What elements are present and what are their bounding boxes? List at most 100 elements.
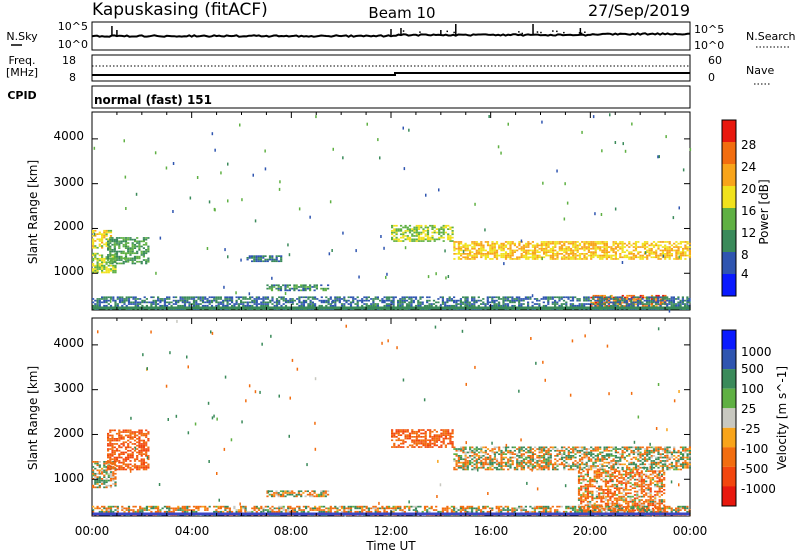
echo-cell bbox=[469, 451, 472, 454]
echo-cell bbox=[226, 303, 229, 305]
echo-cell bbox=[120, 252, 123, 255]
echo-cell bbox=[251, 257, 254, 259]
echo-cell bbox=[681, 298, 684, 300]
echo-cell bbox=[424, 434, 427, 436]
echo-cell bbox=[538, 460, 541, 462]
echo-cell bbox=[495, 241, 499, 243]
echo-cell bbox=[583, 244, 586, 247]
echo-cell bbox=[96, 269, 99, 272]
echo-cell bbox=[473, 453, 476, 455]
echo-cell bbox=[109, 255, 112, 258]
echo-cell bbox=[536, 256, 539, 259]
echo-cell bbox=[322, 289, 325, 292]
echo-cell bbox=[536, 299, 539, 302]
echo-cell bbox=[114, 483, 117, 485]
echo-cell bbox=[365, 299, 368, 302]
echo-cell bbox=[578, 468, 582, 471]
echo-cell bbox=[277, 286, 280, 288]
echo-cell bbox=[610, 254, 613, 257]
echo-cell bbox=[608, 463, 611, 466]
echo-cell bbox=[619, 247, 622, 250]
echo-speck bbox=[503, 262, 505, 266]
echo-cell bbox=[540, 249, 543, 252]
echo-cell bbox=[107, 448, 110, 450]
echo-cell bbox=[464, 453, 467, 455]
echo-cell bbox=[529, 458, 532, 461]
echo-cell bbox=[288, 490, 291, 493]
echo-cell bbox=[147, 449, 150, 452]
echo-cell bbox=[462, 244, 465, 247]
echo-cell bbox=[525, 451, 528, 454]
echo-cell bbox=[569, 455, 573, 457]
echo-cell bbox=[280, 255, 283, 257]
echo-cell bbox=[161, 298, 164, 300]
echo-cell bbox=[547, 303, 550, 305]
echo-cell bbox=[522, 466, 525, 469]
echo-cell bbox=[103, 296, 106, 299]
echo-cell bbox=[593, 480, 596, 483]
echo-cell bbox=[129, 238, 132, 241]
echo-cell bbox=[145, 250, 148, 253]
echo-cell bbox=[628, 300, 631, 302]
echo-cell bbox=[565, 465, 568, 467]
echo-cell bbox=[120, 451, 123, 454]
echo-cell bbox=[583, 246, 586, 248]
echo-cell bbox=[610, 455, 613, 457]
echo-cell bbox=[424, 238, 427, 241]
echo-cell bbox=[601, 296, 604, 299]
echo-cell bbox=[145, 436, 148, 438]
echo-cell bbox=[115, 243, 119, 246]
echo-speck bbox=[531, 294, 534, 298]
echo-cell bbox=[506, 303, 510, 305]
echo-cell bbox=[636, 301, 640, 304]
echo-cell bbox=[538, 251, 541, 253]
echo-cell bbox=[608, 453, 611, 455]
echo-cell bbox=[520, 303, 523, 305]
echo-cell bbox=[466, 254, 469, 257]
echo-cell bbox=[571, 304, 575, 307]
echo-cell bbox=[527, 296, 530, 299]
echo-cell bbox=[175, 303, 178, 305]
echo-cell bbox=[677, 242, 680, 245]
echo-cell bbox=[534, 256, 537, 259]
echo-cell bbox=[533, 298, 536, 300]
echo-cell bbox=[511, 463, 514, 466]
echo-cell bbox=[491, 463, 494, 466]
echo-cell bbox=[688, 246, 691, 248]
echo-cell bbox=[408, 434, 412, 436]
echo-cell bbox=[273, 493, 276, 496]
echo-cell bbox=[527, 303, 530, 305]
echo-cell bbox=[138, 245, 141, 248]
echo-cell bbox=[286, 284, 289, 287]
echo-cell bbox=[540, 246, 543, 248]
echo-cell bbox=[590, 251, 593, 253]
echo-cell bbox=[565, 247, 568, 250]
echo-cell bbox=[558, 249, 561, 252]
echo-cell bbox=[610, 449, 613, 452]
echo-cell bbox=[411, 439, 414, 442]
echo-cell bbox=[113, 439, 116, 442]
echo-cell bbox=[393, 238, 396, 241]
echo-cell bbox=[464, 463, 467, 466]
echo-cell bbox=[679, 458, 682, 461]
echo-cell bbox=[453, 468, 456, 471]
echo-cell bbox=[641, 242, 644, 245]
echo-cell bbox=[408, 296, 411, 299]
echo-cell bbox=[147, 431, 150, 433]
echo-cell bbox=[188, 303, 191, 305]
echo-cell bbox=[166, 304, 169, 307]
echo-cell bbox=[608, 298, 611, 301]
echo-cell bbox=[179, 299, 182, 302]
echo-cell bbox=[94, 252, 97, 255]
echo-cell bbox=[645, 298, 649, 300]
echo-cell bbox=[504, 296, 507, 299]
echo-cell bbox=[107, 243, 110, 246]
echo-cell bbox=[500, 253, 503, 255]
echo-cell bbox=[433, 442, 436, 445]
echo-cell bbox=[473, 247, 476, 250]
echo-cell bbox=[109, 247, 112, 249]
echo-cell bbox=[437, 301, 440, 304]
echo-cell bbox=[172, 303, 175, 305]
echo-cell bbox=[408, 230, 412, 232]
echo-cell bbox=[652, 246, 656, 248]
